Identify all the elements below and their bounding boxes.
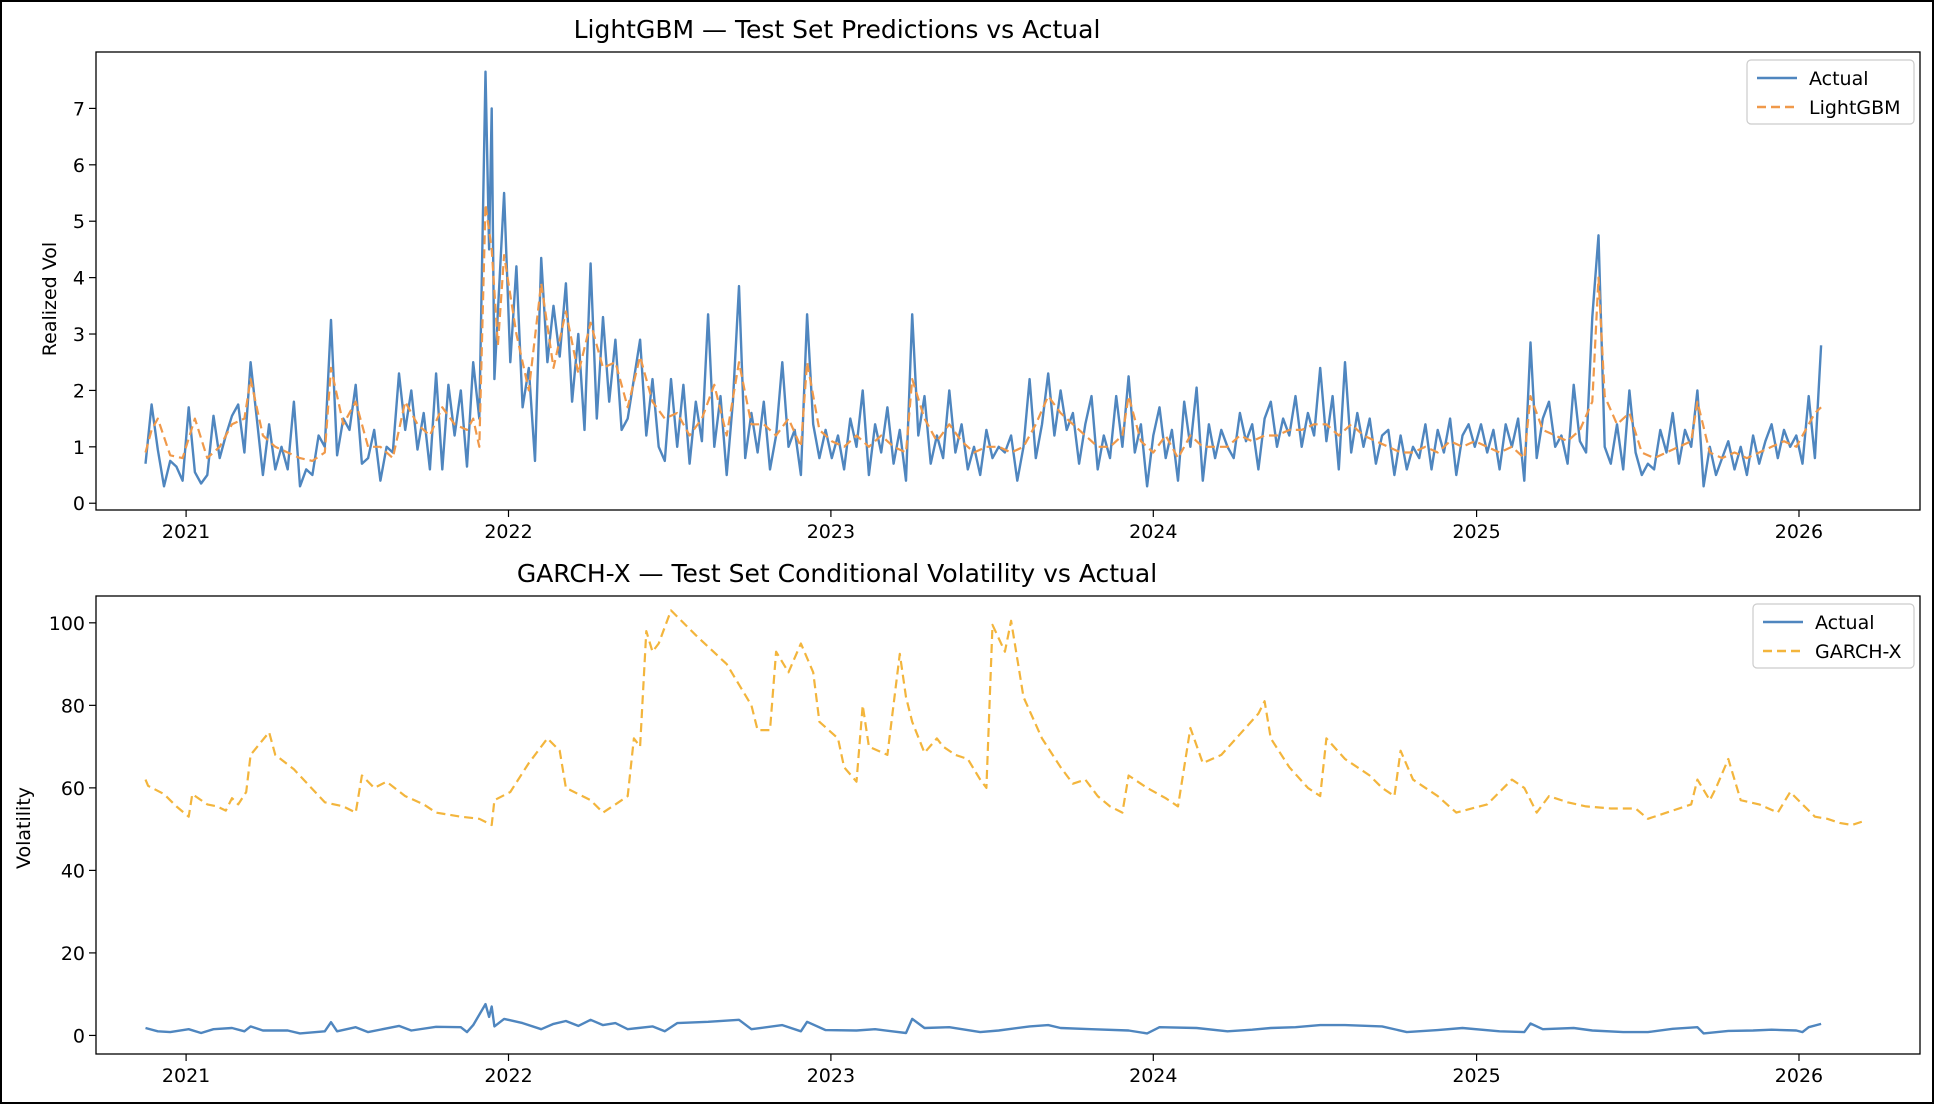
y-tick-label: 20 (61, 943, 85, 965)
y-axis-label: Realized Vol (39, 242, 61, 356)
legend-label: Actual (1809, 68, 1869, 90)
x-tick-label: 2023 (807, 1065, 855, 1087)
chart-title: GARCH-X — Test Set Conditional Volatilit… (517, 559, 1157, 588)
series-line-actual (144, 70, 1823, 488)
y-tick-label: 5 (73, 211, 85, 233)
y-tick-label: 60 (61, 778, 85, 800)
legend-label: Actual (1815, 612, 1875, 634)
x-tick-label: 2024 (1129, 521, 1177, 543)
x-tick-label: 2021 (162, 1065, 210, 1087)
chart-lightgbm: LightGBM — Test Set Predictions vs Actua… (39, 15, 1921, 543)
y-tick-label: 3 (73, 324, 85, 346)
x-tick-label: 2025 (1452, 1065, 1500, 1087)
x-tick-label: 2022 (484, 521, 532, 543)
y-axis-label: Volatility (13, 787, 35, 869)
y-tick-label: 6 (73, 155, 85, 177)
series-line-garch-x (144, 609, 1865, 827)
y-tick-label: 2 (73, 380, 85, 402)
y-tick-label: 40 (61, 860, 85, 882)
plot-frame (95, 51, 1921, 511)
y-tick-label: 0 (73, 1025, 85, 1047)
y-tick-label: 0 (73, 493, 85, 515)
x-tick-label: 2023 (807, 521, 855, 543)
plot-area: 0 1 2 3 4 5 6 7 2021 2022 2023 2024 2025 2026 (73, 51, 1921, 543)
series-line-actual (145, 1002, 1822, 1035)
x-tick-label: 2021 (162, 521, 210, 543)
plot-area: 0 20 40 60 80 100 2021 2022 2023 2024 2025 2026 (49, 595, 1921, 1087)
y-tick-label: 4 (73, 268, 85, 290)
legend: Actual LightGBM (1746, 59, 1915, 125)
x-tick-label: 2024 (1129, 1065, 1177, 1087)
y-tick-label: 1 (73, 437, 85, 459)
x-tick-label: 2025 (1452, 521, 1500, 543)
y-tick-label: 100 (49, 613, 85, 635)
legend-label: LightGBM (1809, 97, 1901, 119)
series-line-lightgbm (144, 203, 1822, 462)
legend: Actual GARCH-X (1752, 603, 1915, 669)
legend-label: GARCH-X (1815, 641, 1901, 663)
x-tick-label: 2026 (1775, 521, 1823, 543)
y-tick-label: 80 (61, 695, 85, 717)
y-tick-label: 7 (73, 98, 85, 120)
x-tick-label: 2026 (1775, 1065, 1823, 1087)
x-tick-label: 2022 (484, 1065, 532, 1087)
chart-title: LightGBM — Test Set Predictions vs Actua… (574, 15, 1101, 44)
plot-frame (95, 595, 1921, 1055)
chart-garch-x: GARCH-X — Test Set Conditional Volatilit… (13, 559, 1921, 1087)
